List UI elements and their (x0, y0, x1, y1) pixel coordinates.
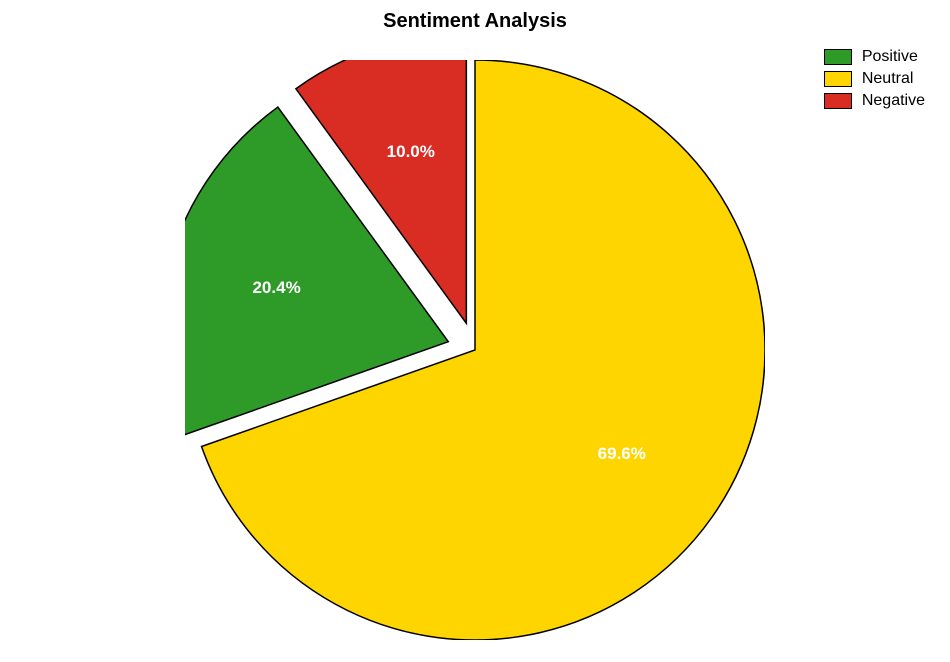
legend-label-neutral: Neutral (862, 70, 914, 88)
chart-title: Sentiment Analysis (0, 10, 950, 33)
pie-chart-svg (185, 60, 765, 640)
slice-label-positive: 20.4% (252, 278, 300, 298)
legend: Positive Neutral Negative (824, 48, 925, 114)
legend-label-negative: Negative (862, 92, 925, 110)
legend-item-negative: Negative (824, 92, 925, 110)
legend-swatch-neutral (824, 71, 852, 87)
sentiment-pie-chart: Sentiment Analysis 69.6% 20.4% 10.0% Posit… (0, 0, 950, 662)
legend-swatch-positive (824, 49, 852, 65)
legend-item-positive: Positive (824, 48, 925, 66)
slice-label-neutral: 69.6% (598, 444, 646, 464)
legend-item-neutral: Neutral (824, 70, 925, 88)
legend-swatch-negative (824, 93, 852, 109)
legend-label-positive: Positive (862, 48, 918, 66)
slice-label-negative: 10.0% (387, 142, 435, 162)
